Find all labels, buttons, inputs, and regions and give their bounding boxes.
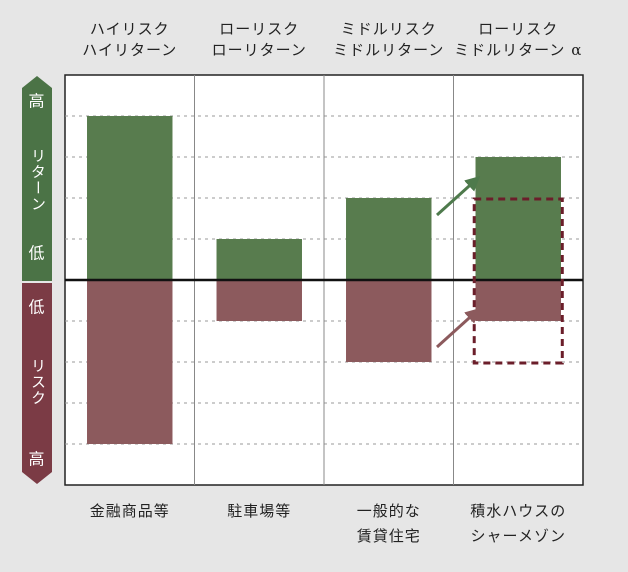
bar <box>475 280 561 321</box>
banner-low: 低 <box>28 244 45 263</box>
bar <box>475 157 561 280</box>
risk-banner <box>22 283 52 484</box>
arrow <box>435 175 481 217</box>
banner-high: 高 <box>28 92 45 111</box>
banner-low: 低 <box>28 298 45 317</box>
bar <box>87 116 173 280</box>
comparison-box <box>472 197 564 365</box>
column-header: ハイリスク <box>90 20 170 38</box>
x-tick-label: 金融商品等 <box>90 502 170 520</box>
bar <box>87 280 173 444</box>
banner-label: リターン <box>29 148 47 212</box>
column-header: ミドルリターン α <box>454 41 582 59</box>
column-header: ミドルリスク <box>341 20 437 38</box>
arrow <box>435 307 481 349</box>
bar <box>216 280 302 321</box>
bar <box>216 239 302 280</box>
column-header: ハイリターン <box>82 41 177 59</box>
x-tick-label: 一般的な <box>357 502 421 520</box>
column-header: ローリターン <box>212 41 307 59</box>
column-header: ミドルリターン <box>333 41 444 59</box>
x-tick-label: シャーメゾン <box>471 527 566 545</box>
bar <box>346 198 432 280</box>
x-tick-label: 積水ハウスの <box>470 502 566 520</box>
return-banner <box>22 76 52 281</box>
x-tick-label: 駐車場等 <box>227 502 291 520</box>
bar <box>346 280 432 362</box>
column-header: ローリスク <box>478 20 558 38</box>
column-header: ローリスク <box>219 20 299 38</box>
banner-high: 高 <box>28 450 45 469</box>
banner-label: リスク <box>29 358 47 406</box>
x-tick-label: 賃貸住宅 <box>357 527 421 545</box>
